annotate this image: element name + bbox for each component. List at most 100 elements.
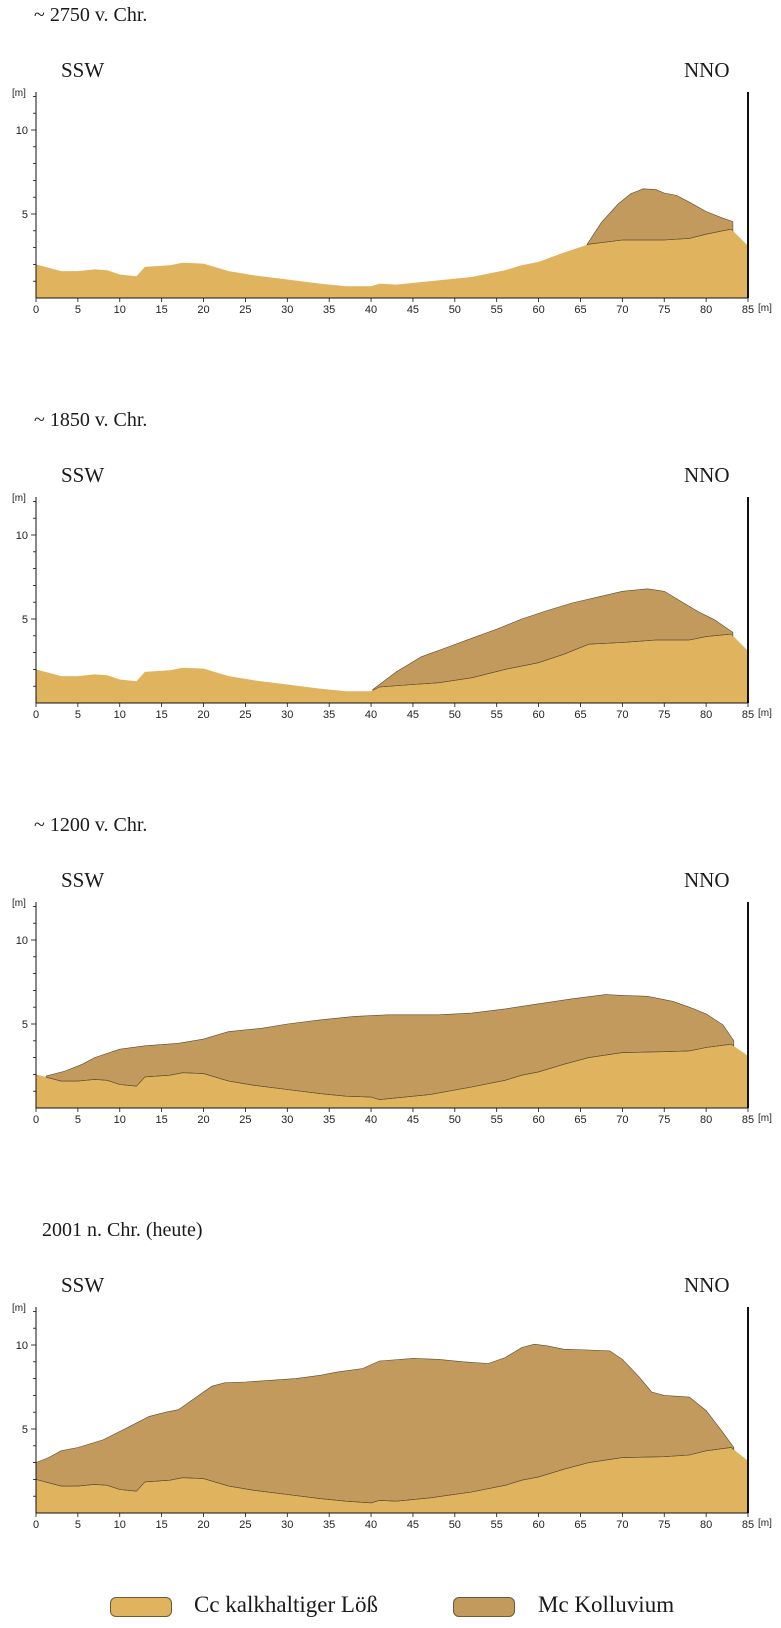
x-tick-label: 35 [323,1114,335,1126]
y-tick-label: 10 [16,1340,28,1352]
x-tick-label: 50 [449,1114,461,1126]
x-tick-label: 85 [742,1519,754,1531]
x-tick-label: 35 [323,304,335,316]
legend-swatch-kolluvium [453,1597,515,1617]
x-tick-label: 80 [700,1519,712,1531]
period-title: ~ 1200 v. Chr. [34,814,148,836]
x-tick-label: 5 [75,1114,81,1126]
x-tick-label: 30 [281,709,293,721]
x-tick-label: 45 [407,304,419,316]
y-unit-label: [m] [12,1303,26,1314]
x-tick-label: 20 [197,1519,209,1531]
x-unit-label: [m] [758,708,772,719]
y-tick-label: 10 [16,530,28,542]
x-tick-label: 40 [365,1114,377,1126]
y-unit-label: [m] [12,493,26,504]
profile-chart: 0 5 10 15 20 25 30 35 40 45 50 55 60 65 70 75 80 85 [m] 5 10… [12,898,772,1126]
legend: Cc kalkhaltiger Löß Mc Kolluvium [0,1588,781,1628]
x-tick-label: 30 [281,1114,293,1126]
x-tick-label: 15 [156,304,168,316]
direction-right-label: NNO [684,463,730,487]
x-tick-label: 50 [449,304,461,316]
loess-layer [36,1044,748,1108]
layer-boundary [379,633,732,688]
loess-layer [36,634,748,703]
x-tick-label: 70 [616,1519,628,1531]
profile-chart: 0 5 10 15 20 25 30 35 40 45 50 55 60 65 70 75 80 85 [m] 5 10… [12,1303,772,1531]
layer-boundary [35,1447,732,1504]
x-tick-label: 55 [491,1114,503,1126]
x-tick-label: 35 [323,1519,335,1531]
x-tick-label: 70 [616,304,628,316]
x-tick-label: 50 [449,1519,461,1531]
y-unit-label: [m] [12,88,26,99]
layer-boundary [588,228,732,245]
x-tick-label: 40 [365,709,377,721]
x-tick-label: 80 [700,1114,712,1126]
x-tick-label: 20 [197,1114,209,1126]
legend-label-kolluvium: Mc Kolluvium [538,1592,675,1617]
x-tick-label: 65 [574,1114,586,1126]
x-tick-label: 60 [532,1519,544,1531]
x-tick-label: 50 [449,709,461,721]
x-tick-label: 85 [742,1114,754,1126]
legend-label-loess: Cc kalkhaltiger Löß [194,1592,378,1617]
loess-layer [36,1447,748,1513]
period-panel: ~ 1850 v. Chr. SSW NNO 0 5 10 15 20 25 30 35 40 4… [0,405,781,805]
x-tick-label: 5 [75,1519,81,1531]
direction-left-label: SSW [61,1273,105,1297]
x-tick-label: 60 [532,709,544,721]
x-tick-label: 20 [197,709,209,721]
x-tick-label: 65 [574,709,586,721]
x-tick-label: 10 [114,1519,126,1531]
x-tick-label: 45 [407,1114,419,1126]
x-tick-label: 55 [491,709,503,721]
x-tick-label: 5 [75,709,81,721]
x-tick-label: 30 [281,304,293,316]
direction-right-label: NNO [684,1273,730,1297]
y-unit-label: [m] [12,898,26,909]
x-tick-label: 25 [239,1114,251,1126]
x-tick-label: 45 [407,1519,419,1531]
x-tick-label: 75 [658,1114,670,1126]
x-tick-label: 75 [658,709,670,721]
period-title: ~ 2750 v. Chr. [34,4,148,26]
x-tick-label: 10 [114,1114,126,1126]
period-panel: ~ 2750 v. Chr. SSW NNO 0 5 10 15 20 25 30 35 40 4… [0,0,781,400]
profile-chart: 0 5 10 15 20 25 30 35 40 45 50 55 60 65 70 75 80 85 [m] 5 10… [12,493,772,721]
x-tick-label: 65 [574,1519,586,1531]
x-tick-label: 5 [75,304,81,316]
x-unit-label: [m] [758,303,772,314]
x-tick-label: 0 [33,1114,39,1126]
x-tick-label: 80 [700,304,712,316]
period-title: 2001 n. Chr. (heute) [42,1219,203,1241]
x-tick-label: 25 [239,709,251,721]
x-tick-label: 40 [365,1519,377,1531]
legend-swatch-loess [110,1597,172,1617]
x-tick-label: 20 [197,304,209,316]
x-tick-label: 70 [616,709,628,721]
x-tick-label: 0 [33,304,39,316]
x-tick-label: 55 [491,1519,503,1531]
direction-left-label: SSW [61,868,105,892]
direction-left-label: SSW [61,463,105,487]
y-tick-label: 5 [22,1424,28,1436]
direction-left-label: SSW [61,58,105,82]
x-tick-label: 80 [700,709,712,721]
x-tick-label: 55 [491,304,503,316]
x-tick-label: 0 [33,1519,39,1531]
x-tick-label: 10 [114,709,126,721]
x-tick-label: 65 [574,304,586,316]
x-tick-label: 15 [156,1519,168,1531]
x-tick-label: 75 [658,1519,670,1531]
y-tick-label: 5 [22,209,28,221]
y-tick-label: 5 [22,614,28,626]
period-panel: 2001 n. Chr. (heute) SSW NNO 0 5 10 15 20 25 3… [0,1215,781,1615]
x-tick-label: 45 [407,709,419,721]
x-tick-label: 35 [323,709,335,721]
x-tick-label: 15 [156,709,168,721]
x-tick-label: 10 [114,304,126,316]
direction-right-label: NNO [684,868,730,892]
x-tick-label: 25 [239,1519,251,1531]
y-tick-label: 5 [22,1019,28,1031]
